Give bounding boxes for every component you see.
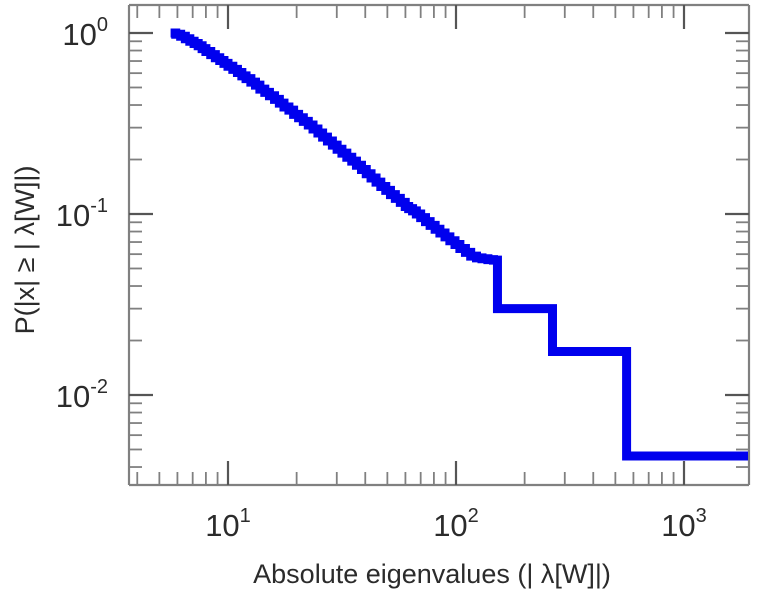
x-tick-label-1e2: 102 (433, 505, 479, 543)
y-tick-label-1e-2: 10-2 (56, 376, 108, 414)
x-tick-label-1e3: 103 (661, 505, 707, 543)
y-tick-label-1e0: 100 (62, 14, 108, 52)
y-tick-label-1e-1: 10-1 (56, 195, 108, 233)
x-axis-title: Absolute eigenvalues (| λ[W]|) (253, 559, 611, 589)
y-axis-title: P(|x| ≥ | λ[W]|) (10, 166, 40, 335)
y-tick-labels: 100 10-1 10-2 (56, 14, 108, 414)
data-series-group (170, 28, 748, 461)
plot-frame (127, 3, 751, 487)
ccdf-curve (170, 28, 748, 461)
x-tick-label-1e1: 101 (205, 505, 251, 543)
x-axis-ticks (136, 5, 686, 485)
y-axis-ticks (129, 31, 749, 468)
x-tick-labels: 101 102 103 (205, 505, 707, 543)
